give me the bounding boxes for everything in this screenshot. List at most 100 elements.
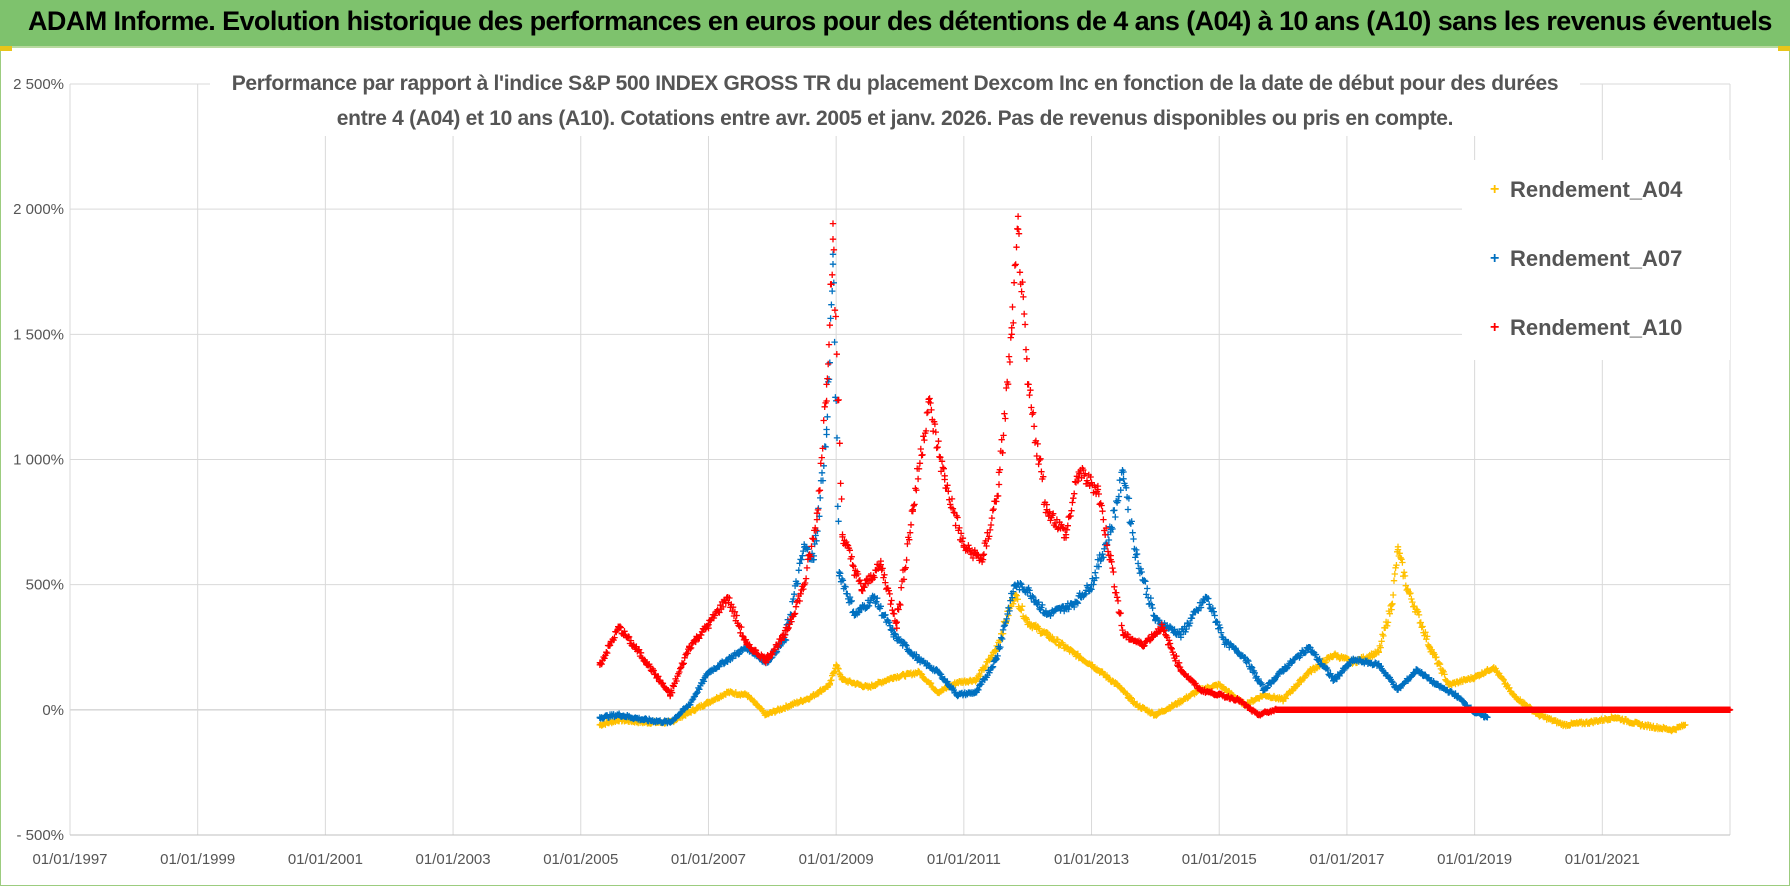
data-point	[1015, 230, 1023, 237]
data-point	[1012, 261, 1019, 268]
legend-label-a10: Rendement_A10	[1510, 315, 1683, 341]
data-point	[1156, 628, 1164, 635]
data-point	[848, 597, 855, 605]
data-point	[842, 583, 849, 591]
data-point	[939, 464, 947, 471]
data-point	[954, 679, 961, 686]
data-point	[1203, 594, 1210, 601]
data-point	[1067, 512, 1074, 520]
data-point	[1054, 636, 1061, 643]
data-point	[1279, 666, 1287, 673]
data-point	[826, 322, 833, 329]
data-point	[729, 604, 737, 611]
data-point	[987, 521, 995, 529]
series-rendement-a10	[596, 213, 1734, 719]
data-point	[1105, 536, 1113, 544]
data-point	[1000, 623, 1008, 630]
data-point	[1669, 726, 1676, 734]
data-point	[1021, 310, 1028, 318]
data-point	[1216, 624, 1224, 631]
data-point	[807, 553, 814, 560]
data-point	[941, 476, 948, 483]
data-point	[790, 595, 797, 603]
data-point	[1433, 654, 1440, 661]
data-point	[996, 466, 1004, 473]
data-point	[828, 301, 835, 308]
data-point	[893, 625, 900, 632]
data-point	[604, 649, 611, 657]
data-point	[1113, 589, 1120, 596]
data-point	[995, 481, 1003, 488]
data-point	[1030, 409, 1037, 416]
data-point	[596, 661, 604, 668]
data-point	[890, 674, 897, 681]
data-point	[1132, 554, 1139, 561]
data-point	[1008, 331, 1015, 338]
data-point	[834, 503, 841, 510]
data-point	[1188, 615, 1196, 622]
data-point	[676, 668, 683, 676]
data-point	[1087, 473, 1094, 481]
data-point	[937, 454, 944, 461]
data-point	[1301, 649, 1309, 657]
chart-legend: + Rendement_A04 + Rendement_A07 + Rendement…	[1462, 160, 1730, 360]
data-point	[896, 600, 903, 608]
data-point	[938, 458, 946, 465]
data-point	[1008, 324, 1015, 331]
data-point	[659, 680, 667, 687]
data-point	[615, 624, 623, 631]
data-point	[1071, 490, 1078, 497]
data-point	[836, 440, 843, 447]
data-point	[850, 563, 857, 570]
data-point	[1102, 524, 1110, 532]
data-point	[839, 531, 846, 538]
report-banner: ADAM Informe. Evolution historique des p…	[0, 0, 1790, 48]
legend-label-a07: Rendement_A07	[1510, 246, 1683, 272]
data-point	[693, 690, 700, 697]
data-point	[716, 663, 723, 670]
data-point	[1037, 455, 1044, 462]
data-point	[932, 428, 939, 436]
data-point	[1241, 654, 1248, 661]
data-point	[1043, 506, 1050, 513]
y-tick-label: 2 500%	[13, 76, 64, 93]
data-point	[655, 673, 662, 680]
data-point	[960, 543, 967, 551]
data-point	[965, 542, 972, 549]
data-point	[890, 631, 897, 638]
data-point	[1663, 706, 1670, 713]
data-point	[1018, 288, 1025, 295]
data-point	[974, 685, 981, 693]
data-point	[752, 647, 760, 654]
data-point	[1001, 622, 1009, 629]
data-point	[954, 514, 961, 521]
data-point	[1023, 616, 1030, 623]
data-point	[1010, 279, 1018, 286]
data-point	[1378, 638, 1385, 645]
data-point	[1081, 592, 1088, 599]
data-point	[1011, 581, 1019, 588]
data-point	[916, 669, 923, 676]
data-point	[830, 246, 838, 253]
data-point	[1020, 293, 1027, 301]
data-point	[667, 691, 674, 698]
data-point	[692, 638, 699, 646]
data-point	[1172, 657, 1179, 664]
data-point	[1139, 641, 1146, 648]
data-point	[1003, 384, 1010, 392]
data-point	[1418, 669, 1425, 676]
x-tick-label: 01/01/2017	[1309, 851, 1384, 868]
data-point	[1123, 484, 1130, 491]
data-point	[1401, 572, 1409, 580]
data-point	[948, 495, 956, 503]
data-point	[1065, 605, 1072, 613]
data-point	[731, 608, 739, 615]
data-point	[827, 315, 834, 322]
data-point	[1107, 526, 1114, 533]
data-point	[872, 599, 879, 607]
data-point	[616, 623, 624, 630]
x-tick-label: 01/01/2019	[1437, 851, 1512, 868]
data-point	[1120, 475, 1127, 482]
x-tick-label: 01/01/2003	[416, 851, 491, 868]
